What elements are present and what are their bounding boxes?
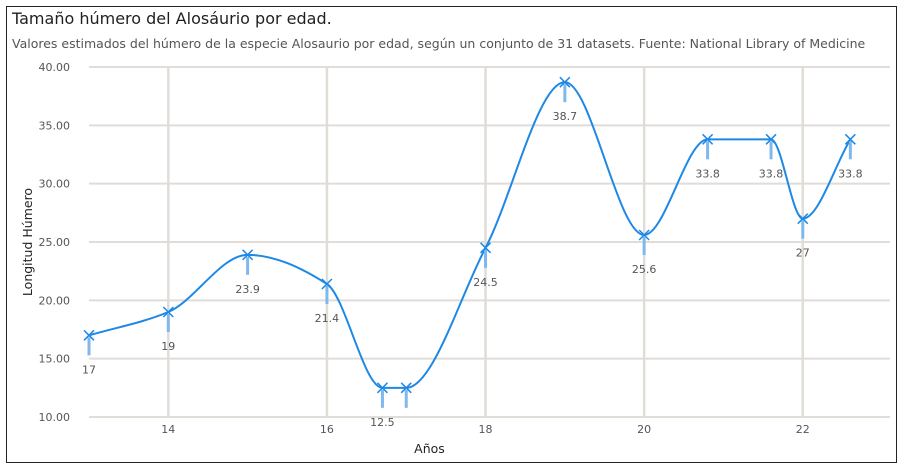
marker-stroke xyxy=(844,133,856,145)
series-line xyxy=(88,81,852,389)
chart-frame xyxy=(6,6,897,463)
data-point-marker xyxy=(83,329,95,341)
chart-title: Tamaño húmero del Alosáurio por edad. xyxy=(12,9,332,28)
marker-stroke xyxy=(400,382,412,394)
x-tick-label: 14 xyxy=(161,423,175,436)
data-label: 24.5 xyxy=(473,276,498,289)
data-label: 33.8 xyxy=(838,167,863,180)
data-label: 38.7 xyxy=(553,110,578,123)
marker-stroke xyxy=(83,329,95,341)
data-label: 33.8 xyxy=(695,167,720,180)
data-point-marker xyxy=(638,229,650,241)
data-point-marker xyxy=(844,133,856,145)
marker-stroke xyxy=(242,249,254,261)
data-label: 33.8 xyxy=(759,167,784,180)
marker-stroke xyxy=(765,133,777,145)
error-bar-layer xyxy=(87,84,852,408)
y-tick-label: 25.00 xyxy=(39,236,71,249)
data-label: 19 xyxy=(161,340,175,353)
y-tick-label: 30.00 xyxy=(39,178,71,191)
y-tick-label: 35.00 xyxy=(39,119,71,132)
data-point-marker xyxy=(797,213,809,225)
x-tick-label: 18 xyxy=(479,423,493,436)
data-point-marker xyxy=(480,242,492,254)
data-point-marker xyxy=(162,306,174,318)
data-point-marker xyxy=(702,133,714,145)
x-tick-label: 22 xyxy=(796,423,810,436)
data-label-layer: 17 19 23.9 21.4 12.5 24.5 38.7 25.6 33.8 33.8 27 33… xyxy=(82,110,863,429)
data-label: 27 xyxy=(796,247,810,260)
x-axis-title: Años xyxy=(414,441,445,456)
data-label: 21.4 xyxy=(315,312,340,325)
marker-stroke xyxy=(797,213,809,225)
marker-stroke xyxy=(321,278,333,290)
x-tick-label: 20 xyxy=(637,423,651,436)
marker-stroke xyxy=(702,133,714,145)
x-tick-label: 16 xyxy=(320,423,334,436)
marker-stroke xyxy=(162,306,174,318)
axis-layer: 10.00 15.00 20.00 25.00 30.00 35.00 40.00 14 16 1… xyxy=(39,61,810,436)
data-point-marker xyxy=(242,249,254,261)
marker-stroke xyxy=(480,242,492,254)
data-label: 25.6 xyxy=(632,263,657,276)
data-label: 17 xyxy=(82,363,96,376)
y-tick-label: 40.00 xyxy=(39,61,71,74)
y-tick-label: 15.00 xyxy=(39,353,71,366)
marker-layer xyxy=(83,76,856,394)
chart-subtitle: Valores estimados del húmero de la espec… xyxy=(12,36,866,51)
marker-stroke xyxy=(559,76,571,88)
marker-stroke xyxy=(376,382,388,394)
data-point-marker xyxy=(765,133,777,145)
data-point-marker xyxy=(376,382,388,394)
y-axis-title: Longitud Húmero xyxy=(20,188,35,296)
data-label: 23.9 xyxy=(235,283,260,296)
y-tick-label: 20.00 xyxy=(39,294,71,307)
data-point-marker xyxy=(400,382,412,394)
marker-stroke xyxy=(638,229,650,241)
data-point-marker xyxy=(559,76,571,88)
data-point-marker xyxy=(321,278,333,290)
data-label: 12.5 xyxy=(370,416,395,429)
y-tick-label: 10.00 xyxy=(39,411,71,424)
